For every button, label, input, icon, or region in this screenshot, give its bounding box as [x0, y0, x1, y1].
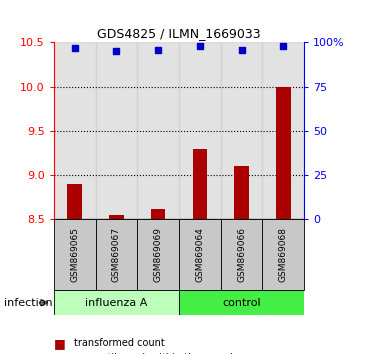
FancyBboxPatch shape [54, 290, 179, 315]
Text: infection: infection [4, 298, 52, 308]
FancyBboxPatch shape [96, 219, 137, 290]
FancyBboxPatch shape [179, 290, 304, 315]
Text: GSM869068: GSM869068 [279, 227, 288, 282]
Bar [151, 209, 165, 219]
Text: ■: ■ [54, 337, 66, 350]
Point [197, 43, 203, 49]
Bar [234, 166, 249, 219]
FancyBboxPatch shape [262, 219, 304, 290]
Point [114, 48, 119, 54]
Bar [109, 215, 124, 219]
Bar [179, 42, 221, 219]
Text: control: control [222, 298, 261, 308]
Text: ■: ■ [54, 351, 66, 354]
Point [239, 47, 244, 52]
Bar [263, 42, 304, 219]
Text: GSM869067: GSM869067 [112, 227, 121, 282]
FancyBboxPatch shape [137, 219, 179, 290]
Bar [96, 42, 137, 219]
Text: percentile rank within the sample: percentile rank within the sample [74, 353, 239, 354]
Bar [276, 87, 290, 219]
Text: influenza A: influenza A [85, 298, 148, 308]
FancyBboxPatch shape [54, 219, 96, 290]
Text: GSM869066: GSM869066 [237, 227, 246, 282]
FancyBboxPatch shape [179, 219, 221, 290]
FancyBboxPatch shape [221, 219, 262, 290]
Bar [221, 42, 263, 219]
Text: GSM869065: GSM869065 [70, 227, 79, 282]
Bar [137, 42, 179, 219]
Text: GSM869069: GSM869069 [154, 227, 162, 282]
Point [155, 47, 161, 52]
Text: GSM869064: GSM869064 [196, 227, 204, 282]
Point [280, 43, 286, 49]
Bar [54, 42, 96, 219]
Text: transformed count: transformed count [74, 338, 165, 348]
Bar [193, 149, 207, 219]
Bar [68, 184, 82, 219]
Point [72, 45, 78, 51]
Title: GDS4825 / ILMN_1669033: GDS4825 / ILMN_1669033 [97, 27, 261, 40]
